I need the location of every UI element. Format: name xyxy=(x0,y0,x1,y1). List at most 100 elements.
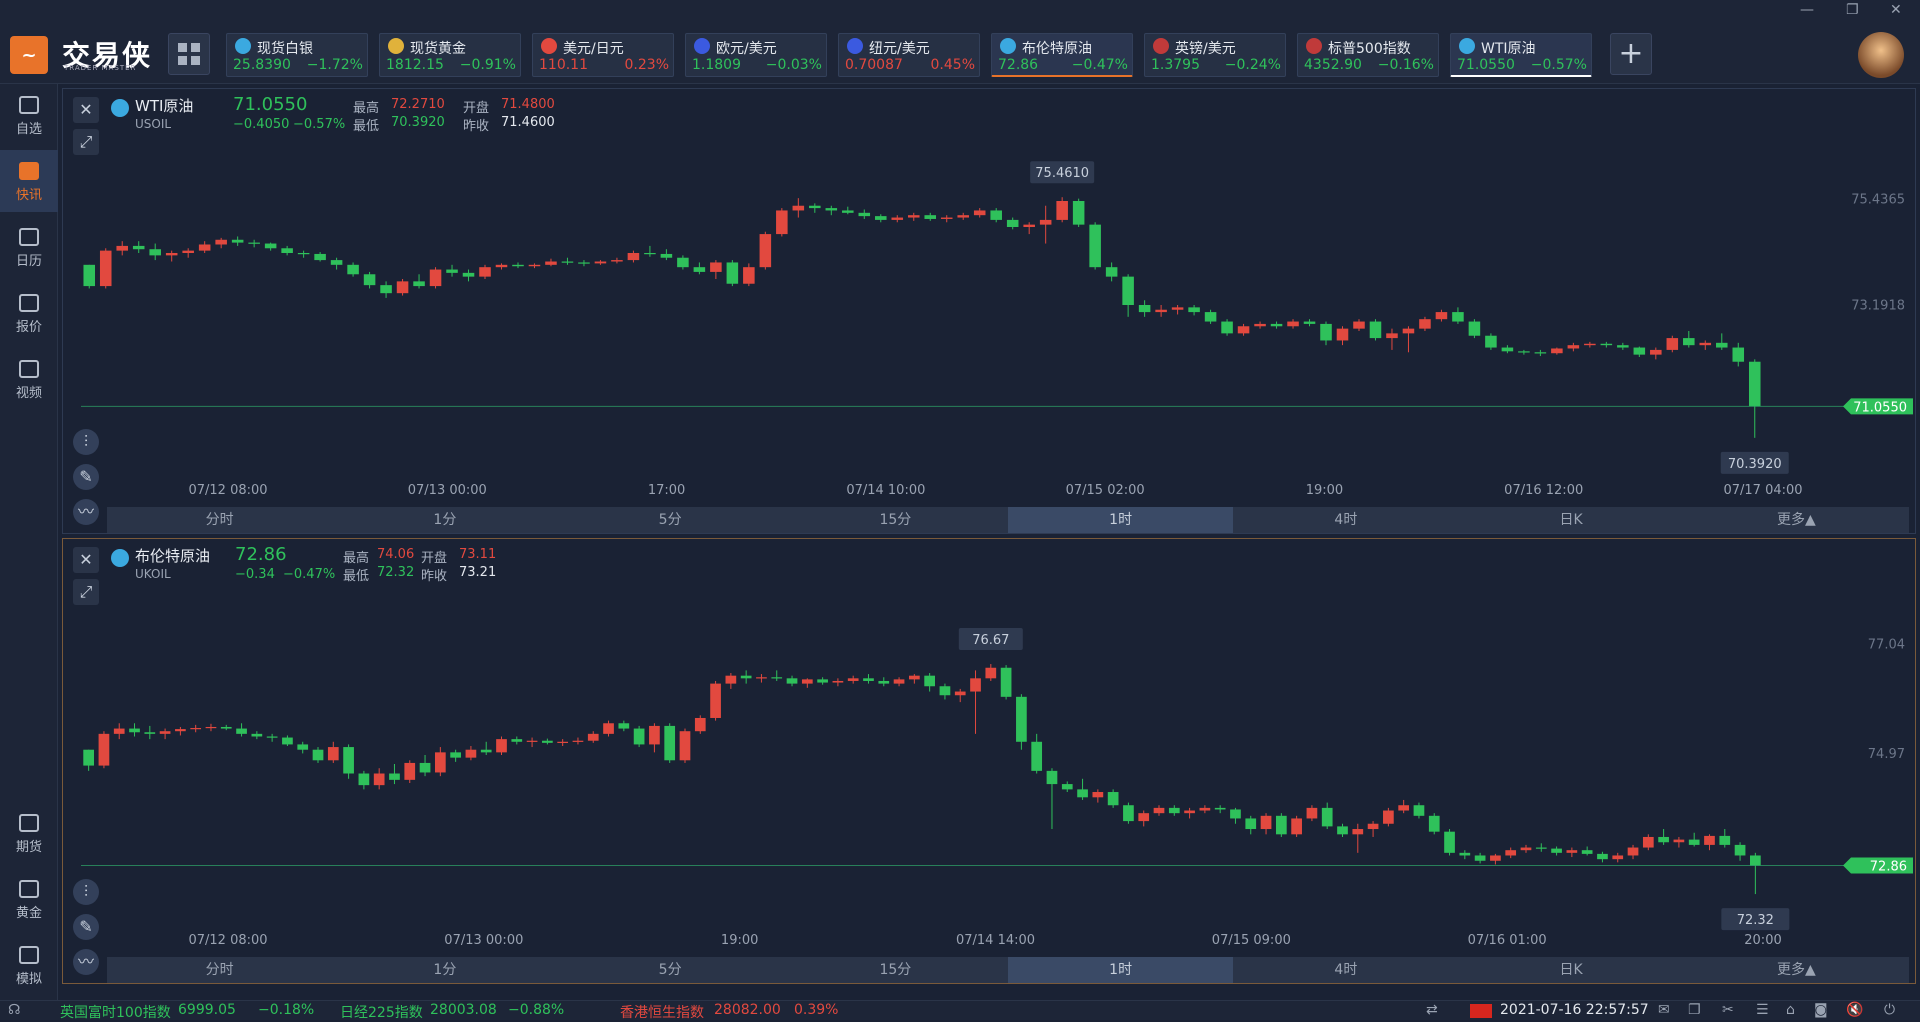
timeframe-tab[interactable]: 5分 xyxy=(658,512,682,528)
timeframe-tab[interactable]: 日K xyxy=(1559,962,1583,978)
ticker-card[interactable]: 标普500指数 4352.90 −0.16% xyxy=(1297,33,1439,77)
tools-icon[interactable]: ✂ xyxy=(1722,1002,1734,1018)
indicator-icon[interactable]: ⫶ xyxy=(73,879,99,905)
candle xyxy=(1188,305,1200,316)
timeframe-tab[interactable]: 分时 xyxy=(205,962,234,978)
candle xyxy=(1490,853,1501,865)
candle xyxy=(1092,789,1104,803)
chart-type-icon[interactable]: 〰 xyxy=(73,949,99,975)
headset-icon[interactable]: ☊ xyxy=(8,1002,21,1018)
sidebar-item-video[interactable]: 视频 xyxy=(0,348,58,410)
sidebar-item-quotes[interactable]: 报价 xyxy=(0,282,58,344)
candle xyxy=(1597,851,1608,863)
draw-pen-icon[interactable]: ✎ xyxy=(73,464,99,490)
prev-close-label: 昨收 xyxy=(463,119,490,134)
candle xyxy=(1254,321,1266,329)
layout-grid-button[interactable] xyxy=(168,33,210,75)
symbol-name[interactable]: 布伦特原油 xyxy=(135,547,211,565)
mute-icon[interactable]: 🔇 xyxy=(1846,1002,1864,1018)
close-panel-button[interactable]: ✕ xyxy=(73,97,99,123)
home-icon[interactable]: ⌂ xyxy=(1786,1002,1795,1018)
timeframe-tab[interactable]: 1分 xyxy=(433,962,457,978)
candle xyxy=(1501,345,1514,354)
menu-icon[interactable]: ☰ xyxy=(1756,1002,1769,1018)
close-panel-button[interactable]: ✕ xyxy=(73,547,99,573)
candle xyxy=(542,738,553,745)
gold-icon xyxy=(19,880,39,898)
timeframe-tab[interactable]: 4时 xyxy=(1334,962,1358,978)
candle xyxy=(1270,321,1283,329)
symbol-icon xyxy=(111,99,129,117)
candle xyxy=(924,673,935,692)
restore-icon[interactable]: ❐ xyxy=(1846,2,1859,18)
camera-icon[interactable]: ◙ xyxy=(1814,1002,1828,1018)
ticker-card[interactable]: 美元/日元 110.11 0.23% xyxy=(532,33,674,77)
network-icon[interactable]: ⇄ xyxy=(1426,1002,1438,1018)
chart-panel-wti: ✕ ⤢ ⫶ ✎ 〰 WTI原油 USOIL 71.0550 −0.4050 −0… xyxy=(62,88,1916,534)
candle xyxy=(924,212,937,221)
timeframe-tab[interactable]: 5分 xyxy=(658,962,682,978)
ticker-card[interactable]: 布伦特原油 72.86 −0.47% xyxy=(991,33,1133,77)
last-price-tag xyxy=(1843,398,1913,415)
timeframe-tab[interactable]: 1时 xyxy=(1008,507,1234,533)
expand-icon[interactable]: ⤢ xyxy=(73,129,99,155)
add-ticker-button[interactable]: + xyxy=(1610,33,1652,75)
ticker-change: −1.72% xyxy=(306,57,363,73)
timeframe-tab[interactable]: 日K xyxy=(1559,512,1583,528)
candlestick-chart-wti[interactable]: 75.4365 73.1918 71.0550 75.4610 70.3920 07/12… xyxy=(63,89,1915,507)
timeframe-tab[interactable]: 4时 xyxy=(1334,512,1358,528)
candlestick-chart-brent[interactable]: 77.04 74.97 72.86 76.67 72.32 07/12 08:00 07/1… xyxy=(63,539,1915,957)
sidebar-item-news[interactable]: 快讯 xyxy=(0,150,58,212)
draw-pen-icon[interactable]: ✎ xyxy=(73,914,99,940)
sidebar-item-calendar[interactable]: 日历 xyxy=(0,216,58,278)
minimize-icon[interactable]: — xyxy=(1800,2,1814,18)
sidebar-item-label: 模拟 xyxy=(15,972,42,987)
candle xyxy=(1105,262,1118,282)
candle xyxy=(801,678,813,688)
ticker-card[interactable]: 欧元/美元 1.1809 −0.03% xyxy=(685,33,827,77)
timeframe-tab[interactable]: 更多▲ xyxy=(1776,512,1816,528)
candle xyxy=(129,723,140,737)
indicator-icon[interactable]: ⫶ xyxy=(73,429,99,455)
ticker-card[interactable]: 纽元/美元 0.70087 0.45% xyxy=(838,33,980,77)
ticker-card[interactable]: 现货黄金 1812.15 −0.91% xyxy=(379,33,521,77)
sidebar-item-simulate[interactable]: 模拟 xyxy=(0,934,58,996)
timeframe-tab[interactable]: 1时 xyxy=(1008,957,1234,983)
expand-icon[interactable]: ⤢ xyxy=(73,579,99,605)
message-icon[interactable]: ✉ xyxy=(1658,1002,1670,1018)
candle xyxy=(1291,815,1302,837)
status-bar: ☊ 英国富时100指数 6999.05 −0.18% 日经225指数 28003… xyxy=(0,1000,1920,1021)
avatar[interactable] xyxy=(1858,32,1904,78)
sidebar-item-gold[interactable]: 黄金 xyxy=(0,868,58,930)
timeframe-tab[interactable]: 分时 xyxy=(205,512,234,528)
ticker-name: 标普500指数 xyxy=(1328,41,1411,57)
timeframe-tab[interactable]: 1分 xyxy=(433,512,457,528)
ticker-card[interactable]: 英镑/美元 1.3795 −0.24% xyxy=(1144,33,1286,77)
candle xyxy=(363,271,376,289)
max-label-box xyxy=(958,628,1023,651)
candle xyxy=(1734,842,1746,861)
power-icon[interactable]: ⏻ xyxy=(1884,1002,1896,1018)
symbol-flag-icon xyxy=(235,38,251,54)
window-icon[interactable]: ❐ xyxy=(1688,1002,1701,1018)
candle xyxy=(1642,834,1654,851)
index-change: −0.88% xyxy=(508,1002,565,1018)
sidebar-item-futures[interactable]: 期货 xyxy=(0,802,58,864)
high-label: 最高 xyxy=(353,101,380,116)
timeframe-tab[interactable]: 15分 xyxy=(879,962,912,978)
candle xyxy=(1171,305,1184,315)
candle xyxy=(1306,805,1318,822)
close-icon[interactable]: ✕ xyxy=(1890,2,1902,18)
current-price: 72.86 xyxy=(235,544,287,565)
candle xyxy=(694,715,706,734)
ticker-name: 欧元/美元 xyxy=(716,41,777,57)
timeframe-tab[interactable]: 更多▲ xyxy=(1776,962,1816,978)
candle xyxy=(1633,346,1646,357)
timeframe-tab[interactable]: 15分 xyxy=(879,512,912,528)
chart-type-icon[interactable]: 〰 xyxy=(73,499,99,525)
sidebar-item-watchlist[interactable]: 自选 xyxy=(0,84,58,146)
ticker-card[interactable]: WTI原油 71.0550 −0.57% xyxy=(1450,33,1592,77)
ticker-card[interactable]: 现货白银 25.8390 −1.72% xyxy=(226,33,368,77)
symbol-name[interactable]: WTI原油 xyxy=(135,97,194,115)
candle xyxy=(1534,349,1547,357)
